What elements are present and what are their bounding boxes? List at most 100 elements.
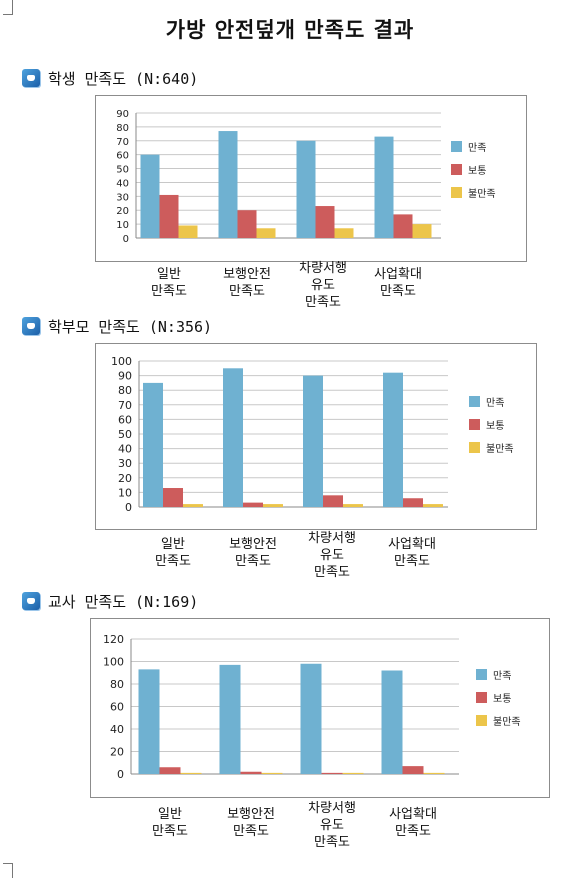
- bar-dissatisfied: [256, 228, 276, 238]
- y-tick-label: 60: [110, 701, 124, 714]
- y-tick-label: 40: [116, 178, 129, 189]
- y-tick-label: 70: [116, 137, 129, 148]
- document-icon: [22, 69, 40, 87]
- bar-dissatisfied: [342, 772, 364, 774]
- y-tick-label: 80: [118, 384, 132, 397]
- y-tick-label: 30: [118, 457, 132, 470]
- y-tick-label: 40: [118, 443, 132, 456]
- y-tick-label: 40: [110, 723, 124, 736]
- category-label: 차량서행 유도 만족도: [299, 261, 347, 310]
- bar-dissatisfied: [261, 772, 283, 774]
- bar-neutral: [237, 210, 257, 238]
- crop-mark-top: [3, 0, 13, 15]
- bar-neutral: [402, 766, 424, 774]
- bar-dissatisfied: [412, 224, 432, 238]
- y-tick-label: 20: [116, 206, 129, 217]
- legend-swatch: [469, 419, 480, 430]
- category-label: 일반 만족도: [151, 267, 187, 299]
- bar-dissatisfied: [180, 772, 202, 774]
- bar-neutral: [159, 767, 181, 774]
- bar-satisfied: [374, 136, 394, 238]
- legend-label: 만족: [468, 142, 486, 154]
- bar-neutral: [240, 771, 262, 774]
- document-icon: [22, 317, 40, 335]
- y-tick-label: 80: [110, 678, 124, 691]
- bar-satisfied: [143, 382, 163, 507]
- y-tick-label: 0: [125, 501, 132, 514]
- legend-swatch: [451, 187, 462, 198]
- bar-neutral: [159, 194, 179, 238]
- bar-satisfied: [140, 154, 160, 238]
- bar-satisfied: [218, 131, 238, 238]
- legend-label: 보통: [468, 165, 486, 177]
- section-header-students: 학생 만족도 (N:640): [22, 66, 198, 90]
- bar-satisfied: [219, 664, 241, 774]
- page-title: 가방 안전덮개 만족도 결과: [165, 18, 415, 42]
- bar-dissatisfied: [343, 504, 363, 507]
- y-tick-label: 100: [111, 355, 132, 368]
- document-icon: [22, 592, 40, 610]
- bar-dissatisfied: [183, 504, 203, 507]
- crop-mark-bottom: [3, 863, 13, 878]
- bar-dissatisfied: [178, 225, 198, 238]
- bar-satisfied: [223, 368, 243, 507]
- category-label: 보행안전 만족도: [227, 807, 275, 839]
- chart-parents: 0 10 20 30 40 50 60 70 80 90 100 만족 보통 불만족: [95, 343, 537, 530]
- bar-neutral: [315, 206, 335, 238]
- category-label: 보행안전 만족도: [223, 267, 271, 299]
- y-tick-label: 10: [118, 486, 132, 499]
- bar-neutral: [321, 772, 343, 774]
- bar-neutral: [323, 495, 343, 507]
- legend-label: 만족: [486, 397, 504, 409]
- bar-dissatisfied: [423, 772, 445, 774]
- y-tick-label: 70: [118, 399, 132, 412]
- section-title: 학부모 만족도 (N:356): [48, 317, 213, 336]
- y-tick-label: 60: [116, 151, 129, 162]
- bar-neutral: [243, 502, 263, 507]
- section-title: 학생 만족도 (N:640): [48, 69, 199, 88]
- y-tick-label: 100: [103, 656, 124, 669]
- y-tick-label: 10: [116, 220, 129, 231]
- category-label: 사업확대 만족도: [388, 537, 436, 569]
- category-label: 차량서행 유도 만족도: [308, 531, 356, 580]
- legend-label: 보통: [486, 420, 504, 432]
- section-title: 교사 만족도 (N:169): [48, 592, 199, 611]
- bar-satisfied: [296, 140, 316, 238]
- legend-label: 불만족: [468, 188, 496, 200]
- category-label: 일반 만족도: [152, 807, 188, 839]
- y-tick-label: 50: [118, 428, 132, 441]
- category-label: 차량서행 유도 만족도: [308, 801, 356, 850]
- legend-label: 만족: [493, 670, 511, 682]
- bar-neutral: [393, 214, 413, 238]
- bar-dissatisfied: [334, 228, 354, 238]
- legend-label: 불만족: [486, 443, 514, 455]
- y-tick-label: 80: [116, 123, 129, 134]
- legend-swatch: [476, 669, 487, 680]
- bar-satisfied: [381, 670, 403, 774]
- y-tick-label: 20: [118, 472, 132, 485]
- section-header-parents: 학부모 만족도 (N:356): [22, 314, 212, 338]
- category-label: 보행안전 만족도: [229, 537, 277, 569]
- bar-neutral: [403, 498, 423, 507]
- bar-dissatisfied: [263, 504, 283, 507]
- legend-label: 보통: [493, 693, 511, 705]
- bar-dissatisfied: [423, 504, 443, 507]
- bar-satisfied: [303, 375, 323, 507]
- bar-satisfied: [300, 663, 322, 774]
- y-tick-label: 50: [116, 165, 129, 176]
- legend-swatch: [476, 692, 487, 703]
- y-tick-label: 20: [110, 746, 124, 759]
- y-tick-label: 120: [103, 633, 124, 646]
- bar-satisfied: [383, 372, 403, 507]
- bar-neutral: [163, 488, 183, 507]
- legend-swatch: [451, 164, 462, 175]
- legend-swatch: [469, 442, 480, 453]
- category-label: 사업확대 만족도: [389, 807, 437, 839]
- y-tick-label: 60: [118, 413, 132, 426]
- category-label: 일반 만족도: [155, 537, 191, 569]
- chart-teachers: 0 20 40 60 80 100 120 만족 보통 불만족: [90, 618, 550, 798]
- y-tick-label: 30: [116, 192, 129, 203]
